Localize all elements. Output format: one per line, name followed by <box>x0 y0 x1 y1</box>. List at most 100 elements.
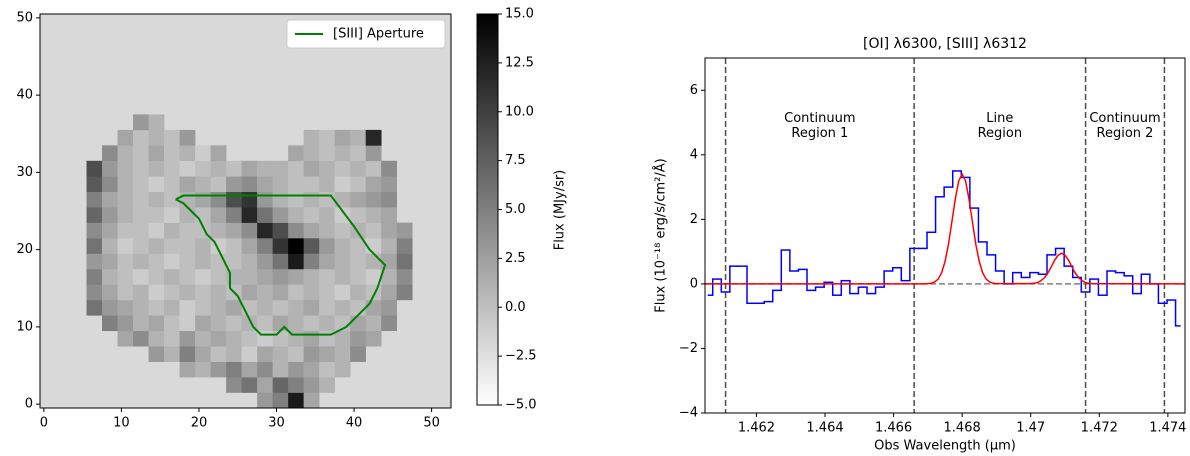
pixel <box>133 268 149 285</box>
pixel <box>117 238 134 254</box>
pixel <box>226 377 242 393</box>
pixel <box>319 346 335 362</box>
pixel <box>303 284 320 301</box>
pixel <box>164 191 180 208</box>
pixel <box>226 160 242 177</box>
pixel <box>210 207 227 223</box>
pixel <box>210 361 227 378</box>
x-tick-label: 1.472 <box>1081 421 1118 436</box>
x-tick-label: 0 <box>40 416 48 431</box>
pixel <box>179 160 196 177</box>
pixel <box>272 377 289 393</box>
x-tick-label: 1.468 <box>944 421 981 436</box>
pixel <box>179 222 196 239</box>
y-tick-label: 50 <box>16 10 33 25</box>
pixel <box>257 191 273 208</box>
pixel <box>381 160 398 177</box>
pixel <box>272 299 289 316</box>
pixel <box>381 176 398 192</box>
pixel <box>86 176 103 192</box>
colorbar-tick-label: 15.0 <box>505 7 534 22</box>
plot-area <box>705 58 1185 413</box>
pixel <box>381 299 398 316</box>
pixel <box>117 222 134 239</box>
pixel <box>381 284 398 301</box>
pixel <box>288 377 304 393</box>
pixel <box>195 284 211 301</box>
pixel <box>210 191 227 208</box>
pixel <box>133 191 149 208</box>
pixel <box>179 253 196 270</box>
pixel <box>288 268 304 285</box>
pixel <box>117 129 134 146</box>
pixel <box>195 253 211 270</box>
pixel <box>179 191 196 208</box>
pixel <box>133 253 149 270</box>
pixel <box>148 160 165 177</box>
pixel <box>396 238 413 254</box>
pixel <box>164 129 180 146</box>
annotation: Continuum Region 2 <box>1089 111 1160 141</box>
pixel <box>319 361 335 378</box>
pixel <box>272 238 289 254</box>
colorbar <box>476 13 499 406</box>
pixel <box>241 191 258 208</box>
pixel <box>226 299 242 316</box>
pixel <box>210 315 227 332</box>
pixel <box>148 330 165 347</box>
pixel <box>179 238 196 254</box>
pixel <box>164 299 180 316</box>
pixel <box>334 160 351 177</box>
pixel <box>319 284 335 301</box>
colorbar-tick-label: 7.5 <box>505 153 526 168</box>
pixel <box>257 207 273 223</box>
pixel <box>148 299 165 316</box>
pixel <box>272 207 289 223</box>
pixel <box>257 238 273 254</box>
pixel <box>241 346 258 362</box>
colorbar-tick-label: 0.0 <box>505 300 526 315</box>
pixel <box>319 145 335 162</box>
pixel <box>319 268 335 285</box>
pixel <box>350 284 366 301</box>
pixel <box>210 176 227 192</box>
pixel <box>148 253 165 270</box>
pixel <box>365 129 382 146</box>
pixel <box>117 145 134 162</box>
pixel <box>133 330 149 347</box>
pixel <box>365 176 382 192</box>
pixel <box>350 268 366 285</box>
pixel <box>226 330 242 347</box>
pixel <box>288 222 304 239</box>
pixel <box>288 392 304 409</box>
pixel <box>288 238 304 254</box>
pixel <box>117 207 134 223</box>
annotation-line: Region <box>978 126 1023 141</box>
pixel <box>133 222 149 239</box>
pixel <box>303 129 320 146</box>
pixel <box>195 346 211 362</box>
pixel <box>257 346 273 362</box>
pixel <box>148 145 165 162</box>
pixel <box>241 253 258 270</box>
pixel <box>164 207 180 223</box>
pixel <box>226 222 242 239</box>
pixel <box>102 238 118 254</box>
colorbar-label: Flux (MJy/sr) <box>553 170 568 251</box>
pixel <box>303 330 320 347</box>
pixel <box>365 253 382 270</box>
pixel <box>117 315 134 332</box>
pixel <box>334 346 351 362</box>
pixel <box>164 315 180 332</box>
pixel <box>350 207 366 223</box>
pixel <box>164 160 180 177</box>
pixel <box>272 176 289 192</box>
annotation-line: Region 1 <box>791 126 848 141</box>
pixel <box>102 253 118 270</box>
pixel <box>288 145 304 162</box>
pixel <box>102 268 118 285</box>
pixel <box>133 145 149 162</box>
pixel <box>226 253 242 270</box>
pixel <box>288 176 304 192</box>
